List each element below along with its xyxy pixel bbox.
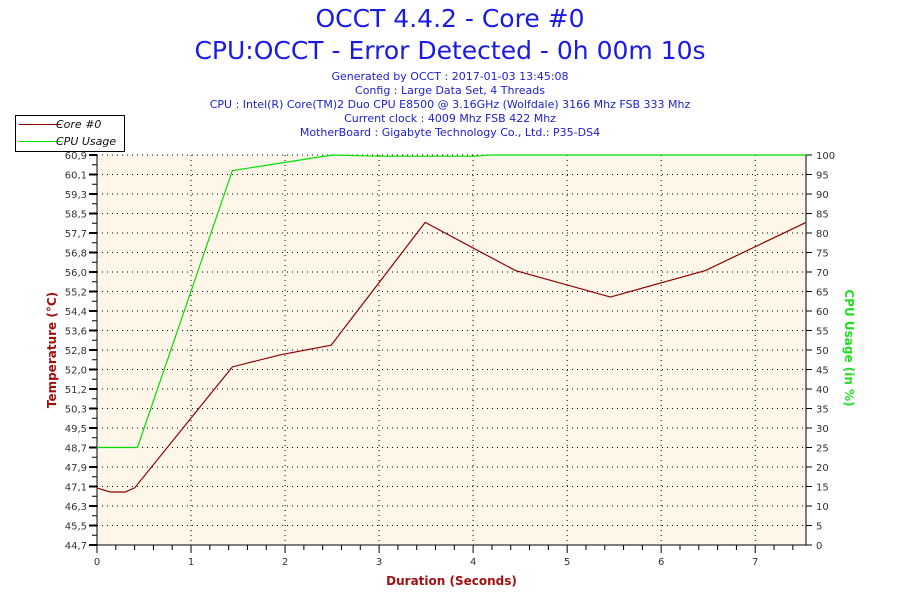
y2-tick-label: 85	[816, 210, 829, 221]
y-tick-label: 44,7	[65, 541, 87, 552]
y-tick-label: 48,7	[65, 444, 87, 455]
core0-line	[96, 221, 807, 493]
y-tick-label: 57,7	[65, 229, 87, 240]
info-clock: Current clock : 4009 Mhz FSB 422 Mhz	[344, 112, 556, 125]
y2-tick-label: 65	[816, 288, 829, 299]
info-generated: Generated by OCCT : 2017-01-03 13:45:08	[331, 70, 569, 83]
y2-tick-label: 90	[816, 190, 829, 201]
y2-tick-label: 60	[816, 307, 829, 318]
x-tick-label: 4	[470, 557, 476, 568]
y-tick-label: 54,4	[65, 307, 87, 318]
x-tick-label: 2	[282, 557, 288, 568]
y2-tick-label: 20	[816, 463, 829, 474]
y2-tick-label: 95	[816, 171, 829, 182]
y-tick-label: 56,0	[65, 268, 87, 279]
y2-axis-label: CPU Usage (in %)	[842, 289, 856, 406]
y-tick-label: 51,2	[65, 385, 87, 396]
y-tick-label: 47,1	[65, 483, 87, 494]
y2-tick-label: 25	[816, 444, 829, 455]
plot-area	[97, 155, 806, 545]
y-tick-label: 58,5	[65, 210, 87, 221]
y2-tick-label: 30	[816, 424, 829, 435]
y-tick-label: 56,8	[65, 249, 87, 260]
y-tick-label: 49,5	[65, 424, 87, 435]
y-axis-label: Temperature (°C)	[45, 292, 59, 408]
y-tick-label: 45,5	[65, 522, 87, 533]
legend-cpu-usage: CPU Usage	[16, 133, 124, 150]
y2-tick-label: 15	[816, 483, 829, 494]
x-tick-label: 1	[188, 557, 194, 568]
y2-tick-label: 55	[816, 327, 829, 338]
y2-tick-label: 70	[816, 268, 829, 279]
chart-subtitle: CPU:OCCT - Error Detected - 0h 00m 10s	[194, 36, 706, 65]
cpu-usage-line	[97, 154, 806, 449]
y2-tick-label: 10	[816, 502, 829, 513]
info-motherboard: MotherBoard : Gigabyte Technology Co., L…	[299, 126, 601, 139]
x-tick-label: 6	[658, 557, 664, 568]
y2-tick-label: 40	[816, 385, 829, 396]
y2-tick-label: 45	[816, 366, 829, 377]
y-tick-label: 55,2	[65, 288, 87, 299]
legend: Core #0 CPU Usage	[15, 115, 125, 152]
info-config: Config : Large Data Set, 4 Threads	[355, 84, 545, 97]
y-tick-label: 60,1	[65, 171, 87, 182]
y-tick-label: 60,9	[65, 151, 87, 162]
y-tick-label: 46,3	[65, 502, 87, 513]
y2-tick-label: 100	[816, 151, 835, 162]
y2-tick-label: 5	[816, 522, 822, 533]
legend-core0: Core #0	[16, 116, 124, 133]
x-axis-label: Duration (Seconds)	[386, 574, 517, 588]
y2-tick-label: 0	[816, 541, 822, 552]
y-tick-label: 50,3	[65, 405, 87, 416]
y2-tick-label: 80	[816, 229, 829, 240]
y2-tick-label: 50	[816, 346, 829, 357]
y2-tick-label: 35	[816, 405, 829, 416]
y-tick-label: 52,8	[65, 346, 87, 357]
y-tick-label: 52,0	[65, 366, 87, 377]
x-tick-label: 7	[752, 557, 758, 568]
y-tick-label: 47,9	[65, 463, 87, 474]
y2-tick-label: 75	[816, 249, 829, 260]
x-tick-label: 3	[376, 557, 382, 568]
info-cpu: CPU : Intel(R) Core(TM)2 Duo CPU E8500 @…	[209, 98, 691, 111]
chart-title: OCCT 4.4.2 - Core #0	[315, 4, 585, 33]
y-tick-label: 53,6	[65, 327, 87, 338]
x-tick-label: 0	[94, 557, 100, 568]
y-tick-label: 59,3	[65, 190, 87, 201]
x-tick-label: 5	[564, 557, 570, 568]
